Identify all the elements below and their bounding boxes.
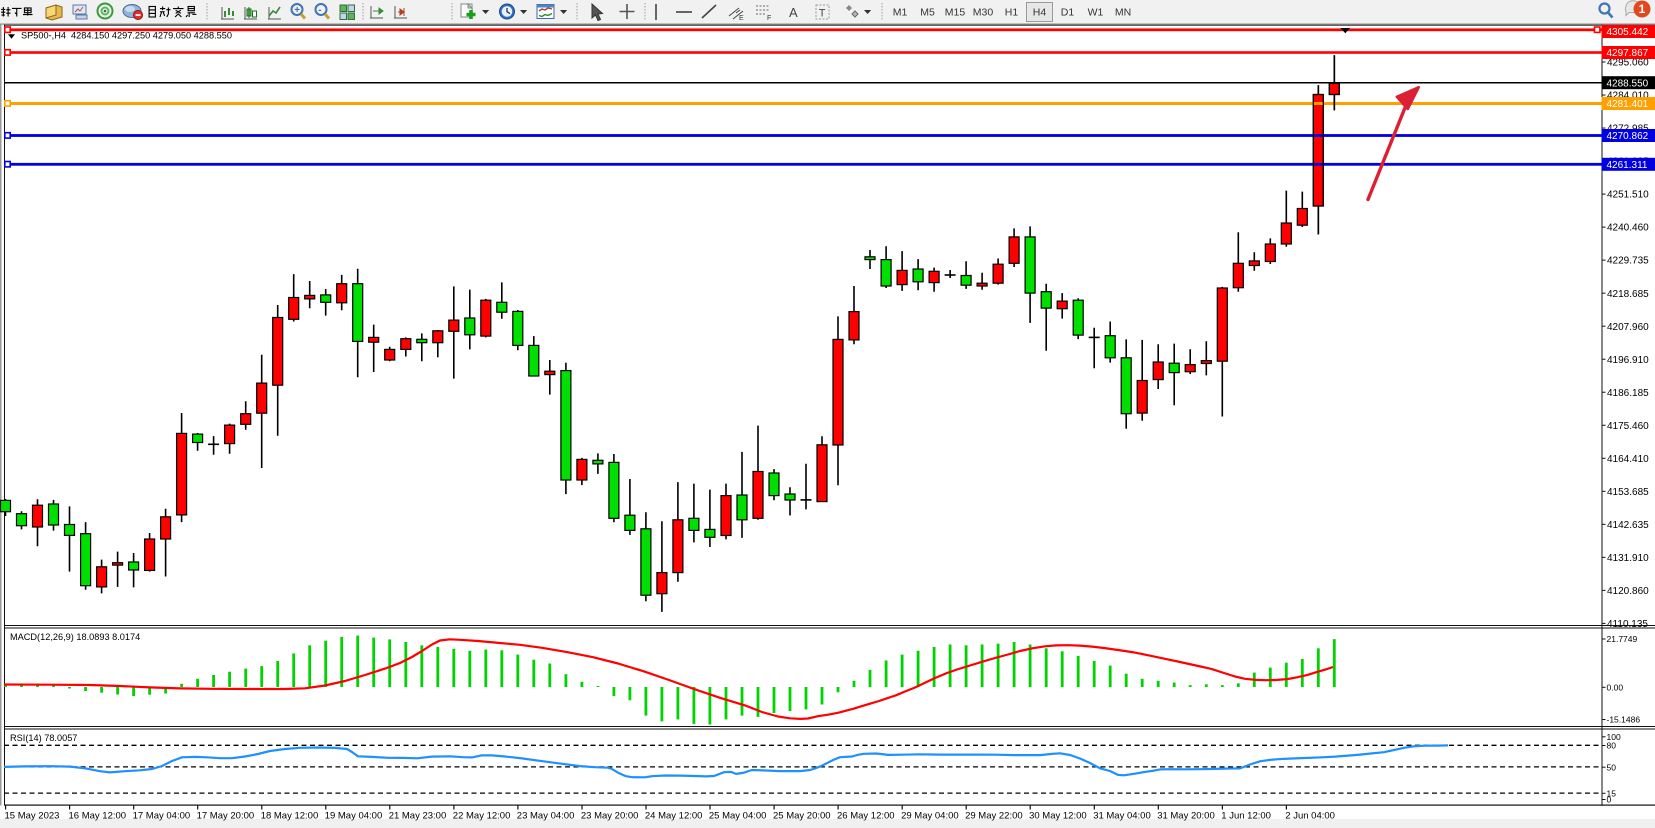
svg-text:17 May 20:00: 17 May 20:00: [197, 811, 255, 822]
svg-text:E: E: [739, 15, 744, 22]
svg-text:A: A: [789, 5, 798, 20]
svg-text:2 Jun 04:00: 2 Jun 04:00: [1285, 811, 1335, 822]
svg-text:4288.550: 4288.550: [1607, 78, 1649, 89]
svg-text:29 May 04:00: 29 May 04:00: [901, 811, 959, 822]
svg-text:M1: M1: [893, 7, 908, 19]
svg-text:4270.862: 4270.862: [1607, 131, 1649, 142]
svg-text:18 May 12:00: 18 May 12:00: [261, 811, 319, 822]
svg-text:24 May 12:00: 24 May 12:00: [645, 811, 703, 822]
svg-text:4196.910: 4196.910: [1607, 355, 1649, 366]
svg-text:-: -: [318, 5, 321, 16]
svg-text:25 May 20:00: 25 May 20:00: [773, 811, 831, 822]
svg-text:0: 0: [1607, 795, 1612, 805]
svg-text:M5: M5: [920, 7, 935, 19]
svg-text:0.00: 0.00: [1607, 683, 1624, 693]
svg-text:H1: H1: [1005, 7, 1019, 19]
svg-text:4251.510: 4251.510: [1607, 190, 1649, 201]
svg-text:17 May 04:00: 17 May 04:00: [133, 811, 191, 822]
svg-text:22 May 12:00: 22 May 12:00: [453, 811, 511, 822]
svg-text:4131.910: 4131.910: [1607, 553, 1649, 564]
svg-text:4261.311: 4261.311: [1607, 160, 1648, 171]
svg-text:29 May 22:00: 29 May 22:00: [965, 811, 1023, 822]
svg-text:4153.685: 4153.685: [1607, 487, 1649, 498]
svg-text:15: 15: [1607, 789, 1617, 799]
svg-text:4164.410: 4164.410: [1607, 454, 1649, 465]
svg-text:H4: H4: [1033, 7, 1047, 19]
svg-text:4110.135: 4110.135: [1607, 619, 1648, 630]
svg-text:100: 100: [1607, 732, 1621, 742]
svg-text:4218.685: 4218.685: [1607, 289, 1649, 300]
svg-text:4229.735: 4229.735: [1607, 256, 1649, 267]
svg-text:4120.860: 4120.860: [1607, 586, 1649, 597]
svg-text:26 May 12:00: 26 May 12:00: [837, 811, 895, 822]
svg-text:MACD(12,26,9) 18.0893 8.0174: MACD(12,26,9) 18.0893 8.0174: [10, 632, 140, 642]
svg-text:23 May 04:00: 23 May 04:00: [517, 811, 575, 822]
svg-text:+: +: [294, 5, 300, 16]
svg-text:T: T: [819, 8, 826, 20]
svg-text:16 May 12:00: 16 May 12:00: [69, 811, 127, 822]
svg-text:RSI(14) 78.0057: RSI(14) 78.0057: [10, 733, 77, 743]
svg-text:19 May 04:00: 19 May 04:00: [325, 811, 383, 822]
svg-text:30 May 12:00: 30 May 12:00: [1029, 811, 1087, 822]
svg-text:4297.867: 4297.867: [1607, 48, 1649, 59]
svg-text:15 May 2023: 15 May 2023: [5, 811, 60, 822]
svg-text:4142.635: 4142.635: [1607, 520, 1649, 531]
svg-text:M30: M30: [973, 7, 994, 19]
svg-text:4281.401: 4281.401: [1607, 99, 1649, 110]
svg-text:25 May 04:00: 25 May 04:00: [709, 811, 767, 822]
svg-text:4295.060: 4295.060: [1607, 58, 1649, 69]
svg-text:23 May 20:00: 23 May 20:00: [581, 811, 639, 822]
svg-text:4284.010: 4284.010: [1607, 91, 1649, 102]
svg-text:21.7749: 21.7749: [1607, 634, 1638, 644]
svg-text:1 Jun 12:00: 1 Jun 12:00: [1221, 811, 1271, 822]
svg-text:1: 1: [1639, 2, 1646, 16]
svg-text:-15.1486: -15.1486: [1607, 715, 1641, 725]
svg-text:31 May 04:00: 31 May 04:00: [1093, 811, 1151, 822]
svg-text:4186.185: 4186.185: [1607, 388, 1649, 399]
svg-text:W1: W1: [1088, 7, 1104, 19]
svg-text:31 May 20:00: 31 May 20:00: [1157, 811, 1215, 822]
svg-text:4240.460: 4240.460: [1607, 223, 1649, 234]
svg-text:4207.960: 4207.960: [1607, 322, 1649, 333]
svg-text:50: 50: [1607, 762, 1617, 772]
svg-text:M15: M15: [945, 7, 966, 19]
svg-text:80: 80: [1607, 741, 1617, 751]
svg-text:D1: D1: [1061, 7, 1075, 19]
svg-text:MN: MN: [1115, 7, 1131, 19]
svg-text:21 May 23:00: 21 May 23:00: [389, 811, 447, 822]
svg-text:4175.460: 4175.460: [1607, 421, 1649, 432]
svg-text:SP500-,H4 4284.150 4297.250 4: SP500-,H4 4284.150 4297.250 4279.050 428…: [21, 31, 232, 41]
svg-text:4305.442: 4305.442: [1607, 27, 1649, 38]
svg-text:F: F: [767, 15, 771, 22]
